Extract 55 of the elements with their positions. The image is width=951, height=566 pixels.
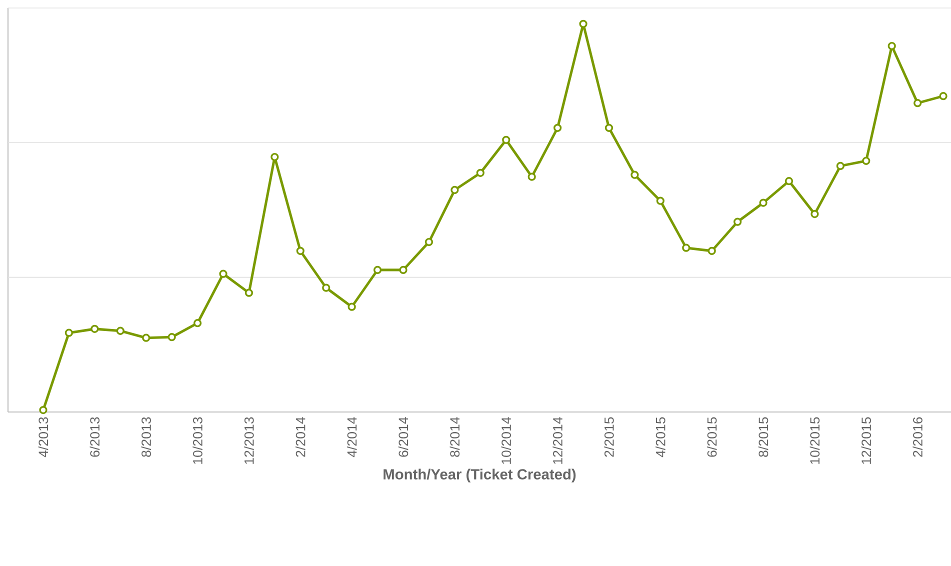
point <box>708 246 716 255</box>
point <box>64 328 74 337</box>
point <box>39 406 48 414</box>
point <box>784 177 794 186</box>
x-tick-label: 10/2014 <box>501 417 512 464</box>
x-tick-label: 4/2014 <box>346 417 357 458</box>
point <box>528 172 536 181</box>
x-tick-label: 12/2013 <box>244 417 254 464</box>
point <box>450 186 459 194</box>
point <box>553 124 562 132</box>
point <box>322 284 330 292</box>
x-tick-label: 10/2013 <box>192 417 202 464</box>
point <box>836 162 844 170</box>
x-tick-label: 6/2015 <box>706 417 717 457</box>
point <box>862 156 870 165</box>
x-tick-label: 6/2013 <box>90 417 100 457</box>
x-tick-label: 4/2015 <box>656 417 666 458</box>
x-tick-label: 2/2015 <box>604 417 614 457</box>
x-tick-label: 8/2013 <box>141 417 151 457</box>
point <box>939 92 948 100</box>
point <box>399 266 408 274</box>
point <box>888 42 896 50</box>
point <box>424 238 434 246</box>
point <box>476 168 484 177</box>
point <box>733 218 742 226</box>
point <box>219 270 228 278</box>
x-tick-label: 8/2015 <box>758 417 768 457</box>
point <box>90 324 99 334</box>
point <box>142 334 150 342</box>
point <box>810 210 819 218</box>
point <box>348 302 356 311</box>
point <box>168 333 176 342</box>
x-tick-label: 2/2016 <box>912 417 922 457</box>
x-tick-label: 2/2014 <box>296 417 306 457</box>
point <box>579 20 588 28</box>
point <box>682 244 690 252</box>
point <box>656 196 664 205</box>
point <box>244 288 254 297</box>
x-tick-label: 6/2014 <box>398 417 408 457</box>
point <box>373 266 382 274</box>
point <box>914 99 922 108</box>
x-tick-label: 12/2015 <box>861 417 872 464</box>
point <box>630 170 639 179</box>
point <box>296 246 304 255</box>
point <box>502 136 510 144</box>
x-tick-label: 10/2015 <box>810 417 820 464</box>
x-tick-label: 8/2014 <box>450 417 460 457</box>
x-tick-label: 12/2014 <box>552 417 562 464</box>
point <box>116 326 124 335</box>
x-axis-title: Month/Year (Ticket Created) <box>384 468 576 482</box>
point <box>270 152 279 162</box>
point <box>193 319 202 328</box>
point <box>759 198 768 207</box>
point <box>604 124 614 132</box>
x-tick-label: 4/2013 <box>38 417 48 458</box>
